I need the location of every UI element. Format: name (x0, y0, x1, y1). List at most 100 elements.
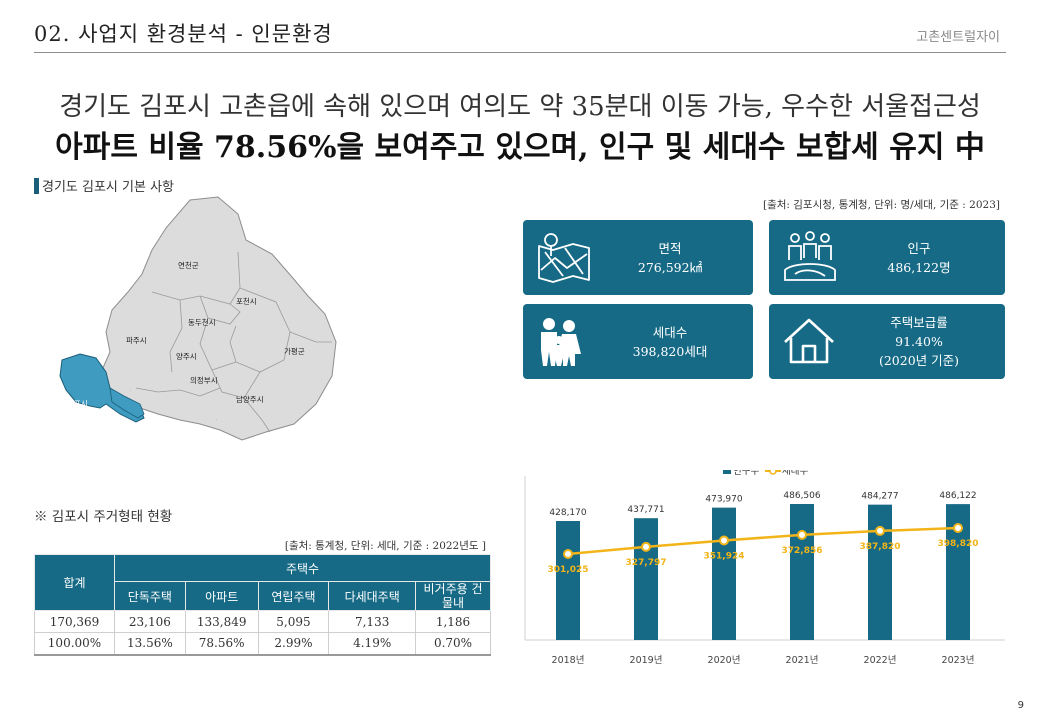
headline-line-1: 경기도 김포시 고촌읍에 속해 있으며 여의도 약 35분대 이동 가능, 우수… (59, 92, 981, 122)
gimpo-extension (109, 387, 145, 419)
bar-data-label: 437,771 (627, 505, 664, 515)
x-tick-label: 2018년 (552, 655, 585, 666)
table-cell: 2.99% (257, 632, 330, 656)
chart-bar (634, 518, 658, 640)
header-group: 주택수 (114, 554, 491, 582)
stats-source: [출처: 김포시청, 통계청, 단위: 명/세대, 기준 : 2023] (762, 199, 1000, 211)
stat-value: 91.40% (895, 334, 943, 349)
table-title: ※ 김포시 주거형태 현황 (34, 509, 173, 525)
header-total: 합계 (34, 554, 115, 611)
stat-value: 486,122명 (887, 259, 951, 275)
brand-name: 고촌센트럴자이 (916, 30, 1000, 45)
chart-bar (790, 504, 814, 640)
bar-data-label: 484,277 (861, 492, 898, 502)
x-tick-label: 2023년 (942, 655, 975, 666)
stat-label: 주택보급률 (890, 315, 948, 330)
section-title: 02. 사업지 환경분석 - 인문환경 (34, 22, 333, 46)
line-point (641, 541, 651, 552)
legend-line-marker (769, 467, 777, 475)
house-icon (781, 314, 839, 368)
column-header: 연립주택 (257, 581, 330, 611)
stat-label: 세대수 (652, 324, 688, 340)
column-header: 비거주용 건물내 (415, 581, 491, 611)
map-section-title: 경기도 김포시 기본 사항 (34, 176, 174, 195)
table-cell: 1,186 (415, 610, 491, 633)
line-data-label: 387,820 (860, 542, 901, 552)
line-point (563, 549, 573, 559)
line-point (953, 523, 963, 533)
table-cell: 78.56% (184, 632, 259, 656)
legend-label: 세대수 (782, 470, 808, 477)
x-tick-label: 2020년 (708, 655, 741, 666)
people-group-icon (781, 230, 839, 284)
map-label: 남양주시 (236, 395, 264, 404)
stat-value: 276,592㎢ (637, 259, 703, 275)
column-header: 아파트 (184, 581, 259, 611)
x-tick-label: 2019년 (630, 655, 663, 666)
map-label: 포천시 (236, 296, 257, 306)
page-number: 9 (1017, 700, 1024, 711)
table-cell: 7,133 (328, 610, 416, 633)
region-map-svg: 연천군 포천시 동두천시 파주시 양주시 가평군 의정부시 김포시 남양주시 ·… (59, 196, 337, 441)
table-cell: 170,369 (34, 610, 115, 633)
map-label: 의정부시 (190, 375, 218, 385)
bar-data-label: 428,170 (549, 508, 586, 518)
map-landmass (101, 196, 337, 441)
map-label: 파주시 (126, 336, 147, 345)
headline-line-2: 아파트 비율 78.56%을 보여주고 있으며, 인구 및 세대수 보합세 유지… (55, 130, 985, 165)
map-label: 가평군 (284, 346, 305, 356)
table-cell: 100.00% (34, 632, 115, 656)
line-data-label: 351,924 (704, 551, 745, 561)
line-point (875, 525, 885, 536)
svg-text:·: · (110, 389, 111, 393)
x-tick-label: 2022년 (864, 655, 897, 666)
bar-data-label: 486,506 (783, 491, 820, 501)
svg-text:·: · (140, 405, 141, 409)
line-data-label: 398,820 (938, 539, 979, 549)
line-data-label: 372,856 (782, 546, 823, 556)
table-cell: 13.56% (114, 632, 186, 656)
stat-value: 398,820세대 (632, 343, 708, 359)
stat-card-population: 인구 486,122명 (769, 220, 1005, 295)
map-label: 동두천시 (188, 317, 216, 327)
family-icon (535, 314, 593, 368)
legend-label: 인구수 (733, 470, 759, 477)
map-boundaries (135, 251, 332, 433)
table-cell: 5,095 (257, 610, 330, 633)
stat-note: (2020년 기준) (878, 353, 960, 368)
table-cell: 0.70% (415, 632, 491, 656)
map-labels: 연천군 포천시 동두천시 파주시 양주시 가평군 의정부시 김포시 남양주시 (67, 260, 305, 408)
legend-bar-swatch (723, 468, 731, 474)
chart-bar (556, 521, 580, 640)
population-chart: 인구수 세대수 428,170 2018년 437,771 2019년 473,970 202… (523, 466, 1007, 672)
table-cell: 133,849 (184, 610, 259, 633)
housing-type-table: 합계 주택수 단독주택 아파트 연립주택 다세대주택 비거주용 건물내 170,… (34, 554, 491, 656)
map-label: 양주시 (176, 352, 197, 361)
column-header: 단독주택 (114, 581, 186, 611)
table-cell: 23,106 (114, 610, 186, 633)
chart-bar (868, 504, 892, 640)
x-tick-label: 2021년 (786, 655, 819, 666)
line-data-label: 327,797 (626, 558, 667, 568)
stat-label: 인구 (907, 240, 931, 256)
stat-card-households: 세대수 398,820세대 (523, 304, 753, 379)
map-label: 김포시 (67, 398, 88, 408)
population-chart-svg: 인구수 세대수 428,170 2018년 437,771 2019년 473,970 202… (524, 466, 1005, 666)
map-section-title-text: 경기도 김포시 기본 사항 (42, 180, 174, 195)
header-divider (34, 52, 1006, 53)
table-row: 100.00% 13.56% 78.56% 2.99% 4.19% 0.70% (34, 632, 491, 656)
table-cell: 4.19% (328, 632, 416, 656)
table-source: [출처: 통계청, 단위: 세대, 기준 : 2022년도 ] (284, 540, 486, 552)
map-label: 연천군 (178, 260, 199, 270)
svg-text:·: · (130, 389, 131, 393)
line-point (797, 529, 807, 540)
household-line (567, 526, 959, 556)
bar-data-label: 486,122 (939, 491, 976, 501)
region-map: 연천군 포천시 동두천시 파주시 양주시 가평군 의정부시 김포시 남양주시 ·… (40, 192, 350, 462)
column-header: 다세대주택 (328, 581, 416, 611)
table-row: 170,369 23,106 133,849 5,095 7,133 1,186 (34, 610, 491, 633)
map-small-labels: · · · · (110, 389, 217, 422)
map-icon (535, 230, 593, 284)
title-marker (34, 177, 39, 194)
bar-data-label: 473,970 (705, 495, 742, 505)
